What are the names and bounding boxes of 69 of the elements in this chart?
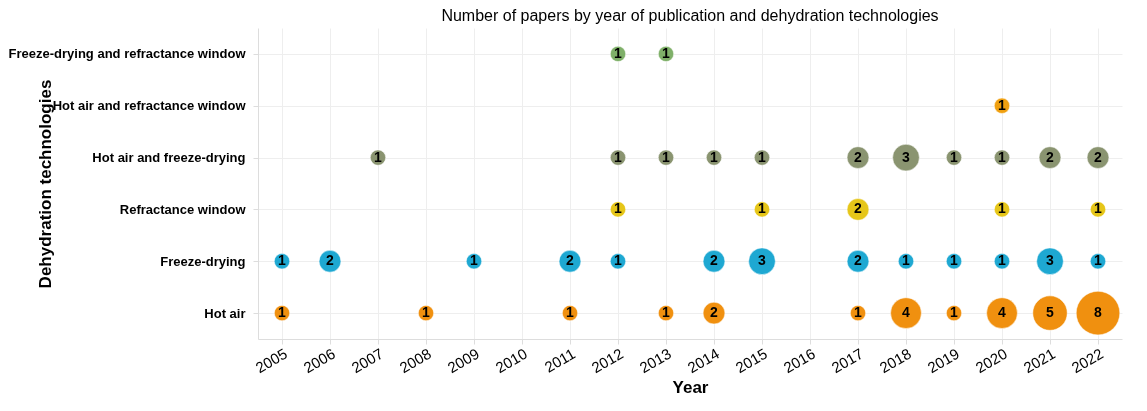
x-tick-label: 2016 — [780, 344, 818, 377]
data-label: 2 — [854, 252, 863, 269]
data-label: 1 — [374, 148, 383, 165]
data-label: 8 — [1094, 304, 1103, 321]
data-label: 1 — [614, 148, 623, 165]
x-tick-label: 2008 — [396, 344, 434, 377]
data-label: 1 — [758, 200, 767, 217]
y-tick-label: Freeze-drying and refractance window — [8, 46, 247, 62]
data-label: 1 — [998, 148, 1007, 165]
data-label: 1 — [662, 148, 671, 165]
data-label: 2 — [1094, 148, 1103, 165]
x-tick-label: 2014 — [684, 344, 722, 377]
x-tick-label: 2019 — [924, 344, 962, 377]
data-label: 1 — [422, 304, 431, 321]
data-label: 1 — [950, 252, 959, 269]
x-tick-label: 2017 — [828, 344, 866, 377]
data-label: 1 — [710, 148, 719, 165]
data-label: 2 — [326, 252, 335, 269]
y-tick-label: Hot air — [204, 305, 246, 321]
data-label: 4 — [902, 304, 911, 321]
x-tick-label: 2005 — [252, 344, 290, 377]
x-tick-label: 2012 — [588, 344, 626, 377]
data-label: 1 — [278, 252, 287, 269]
data-label: 1 — [662, 304, 671, 321]
x-tick-label: 2009 — [444, 344, 482, 377]
data-label: 2 — [854, 200, 863, 217]
data-label: 1 — [566, 304, 575, 321]
data-label: 1 — [998, 252, 1007, 269]
y-axis-title: Dehydration technologies — [35, 79, 55, 289]
data-label: 1 — [278, 304, 287, 321]
x-tick-label: 2018 — [876, 344, 914, 377]
y-tick-label: Hot air and freeze-drying — [92, 150, 246, 166]
x-tick-label: 2015 — [732, 344, 770, 377]
data-label: 1 — [950, 148, 959, 165]
data-label: 1 — [854, 304, 863, 321]
data-label: 1 — [1094, 200, 1103, 217]
data-label: 2 — [566, 252, 575, 269]
x-tick-label: 2007 — [348, 344, 386, 377]
data-label: 2 — [854, 148, 863, 165]
y-tick-label: Freeze-drying — [160, 253, 246, 269]
x-tick-label: 2010 — [492, 344, 530, 377]
data-label: 5 — [1046, 304, 1055, 321]
data-label: 3 — [758, 252, 767, 269]
x-axis-title: Year — [672, 378, 709, 398]
data-label: 2 — [710, 304, 719, 321]
data-label: 1 — [950, 304, 959, 321]
x-tick-label: 2006 — [300, 344, 338, 377]
data-label: 1 — [662, 44, 671, 61]
data-label: 3 — [1046, 252, 1055, 269]
data-label: 4 — [998, 304, 1007, 321]
data-label: 1 — [758, 148, 767, 165]
data-label: 2 — [1046, 148, 1055, 165]
x-tick-label: 2022 — [1068, 344, 1106, 377]
x-tick-label: 2020 — [972, 344, 1010, 377]
data-label: 1 — [1094, 252, 1103, 269]
data-label: 3 — [902, 148, 911, 165]
data-label: 1 — [470, 252, 479, 269]
chart-title: Number of papers by year of publication and dehydration technologies — [441, 7, 939, 24]
data-label: 1 — [998, 200, 1007, 217]
x-tick-label: 2021 — [1020, 344, 1058, 377]
y-tick-label: Refractance window — [119, 201, 247, 217]
data-label: 2 — [710, 252, 719, 269]
data-label: 1 — [998, 96, 1007, 113]
data-label: 1 — [902, 252, 911, 269]
data-label: 1 — [614, 44, 623, 61]
data-label: 1 — [614, 200, 623, 217]
data-label: 1 — [614, 252, 623, 269]
x-tick-label: 2011 — [541, 344, 578, 376]
x-tick-label: 2013 — [636, 344, 674, 377]
